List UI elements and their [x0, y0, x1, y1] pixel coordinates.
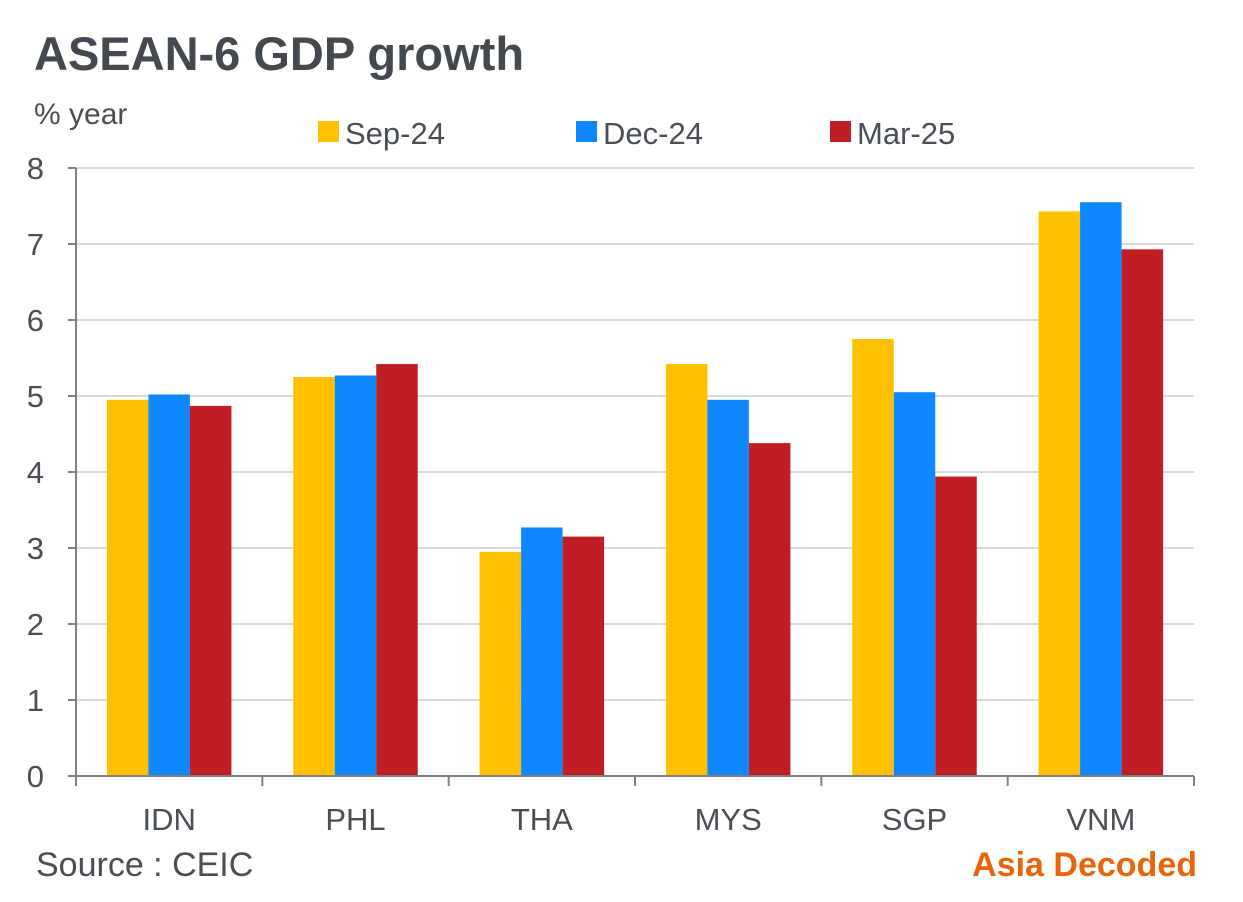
legend-swatch-Sep-24 — [318, 121, 339, 142]
legend-label-Sep-24: Sep-24 — [345, 116, 445, 151]
bar-Mar-25-PHL — [376, 364, 418, 776]
y-tick-label: 4 — [27, 455, 44, 490]
legend-swatch-Mar-25 — [830, 121, 851, 142]
bar-Mar-25-THA — [562, 536, 605, 776]
chart-title: ASEAN-6 GDP growth — [34, 27, 525, 80]
y-axis-label: % year — [34, 98, 127, 131]
y-tick-label: 1 — [27, 683, 44, 718]
y-tick-label: 0 — [27, 759, 44, 794]
y-tick-label: 5 — [27, 379, 44, 414]
y-tick-label: 2 — [27, 607, 44, 642]
brand-label: Asia Decoded — [972, 846, 1197, 884]
x-tick-label-THA: THA — [511, 802, 573, 837]
bar-Dec-24-SGP — [893, 392, 936, 776]
bar-Sep-24-THA — [479, 551, 522, 776]
source-note: Source : CEIC — [36, 846, 254, 884]
bar-Sep-24-SGP — [852, 339, 894, 776]
y-tick-label: 6 — [27, 303, 44, 338]
bar-Sep-24-VNM — [1038, 211, 1081, 776]
x-tick-label-SGP: SGP — [882, 802, 947, 837]
y-tick-label: 3 — [27, 531, 44, 566]
x-tick-label-PHL: PHL — [325, 802, 385, 837]
legend-label-Dec-24: Dec-24 — [603, 116, 703, 151]
bar-Sep-24-MYS — [665, 364, 708, 776]
legend-label-Mar-25: Mar-25 — [857, 116, 955, 151]
bar-Dec-24-IDN — [148, 394, 190, 776]
x-tick-label-IDN: IDN — [142, 802, 195, 837]
bar-Mar-25-SGP — [935, 476, 977, 776]
bar-Mar-25-MYS — [748, 443, 791, 776]
bar-Sep-24-IDN — [106, 399, 149, 776]
y-tick-label: 8 — [27, 151, 44, 186]
x-tick-label-MYS: MYS — [695, 802, 762, 837]
bar-Mar-25-VNM — [1121, 249, 1164, 776]
bar-Mar-25-IDN — [189, 405, 232, 776]
bar-Dec-24-VNM — [1080, 202, 1122, 776]
bar-Sep-24-PHL — [293, 377, 335, 776]
bar-Dec-24-THA — [521, 527, 563, 776]
legend-swatch-Dec-24 — [576, 121, 597, 142]
x-tick-label-VNM: VNM — [1066, 802, 1135, 837]
bar-Dec-24-PHL — [334, 375, 377, 776]
bar-Dec-24-MYS — [707, 399, 749, 776]
y-tick-label: 7 — [27, 227, 44, 262]
